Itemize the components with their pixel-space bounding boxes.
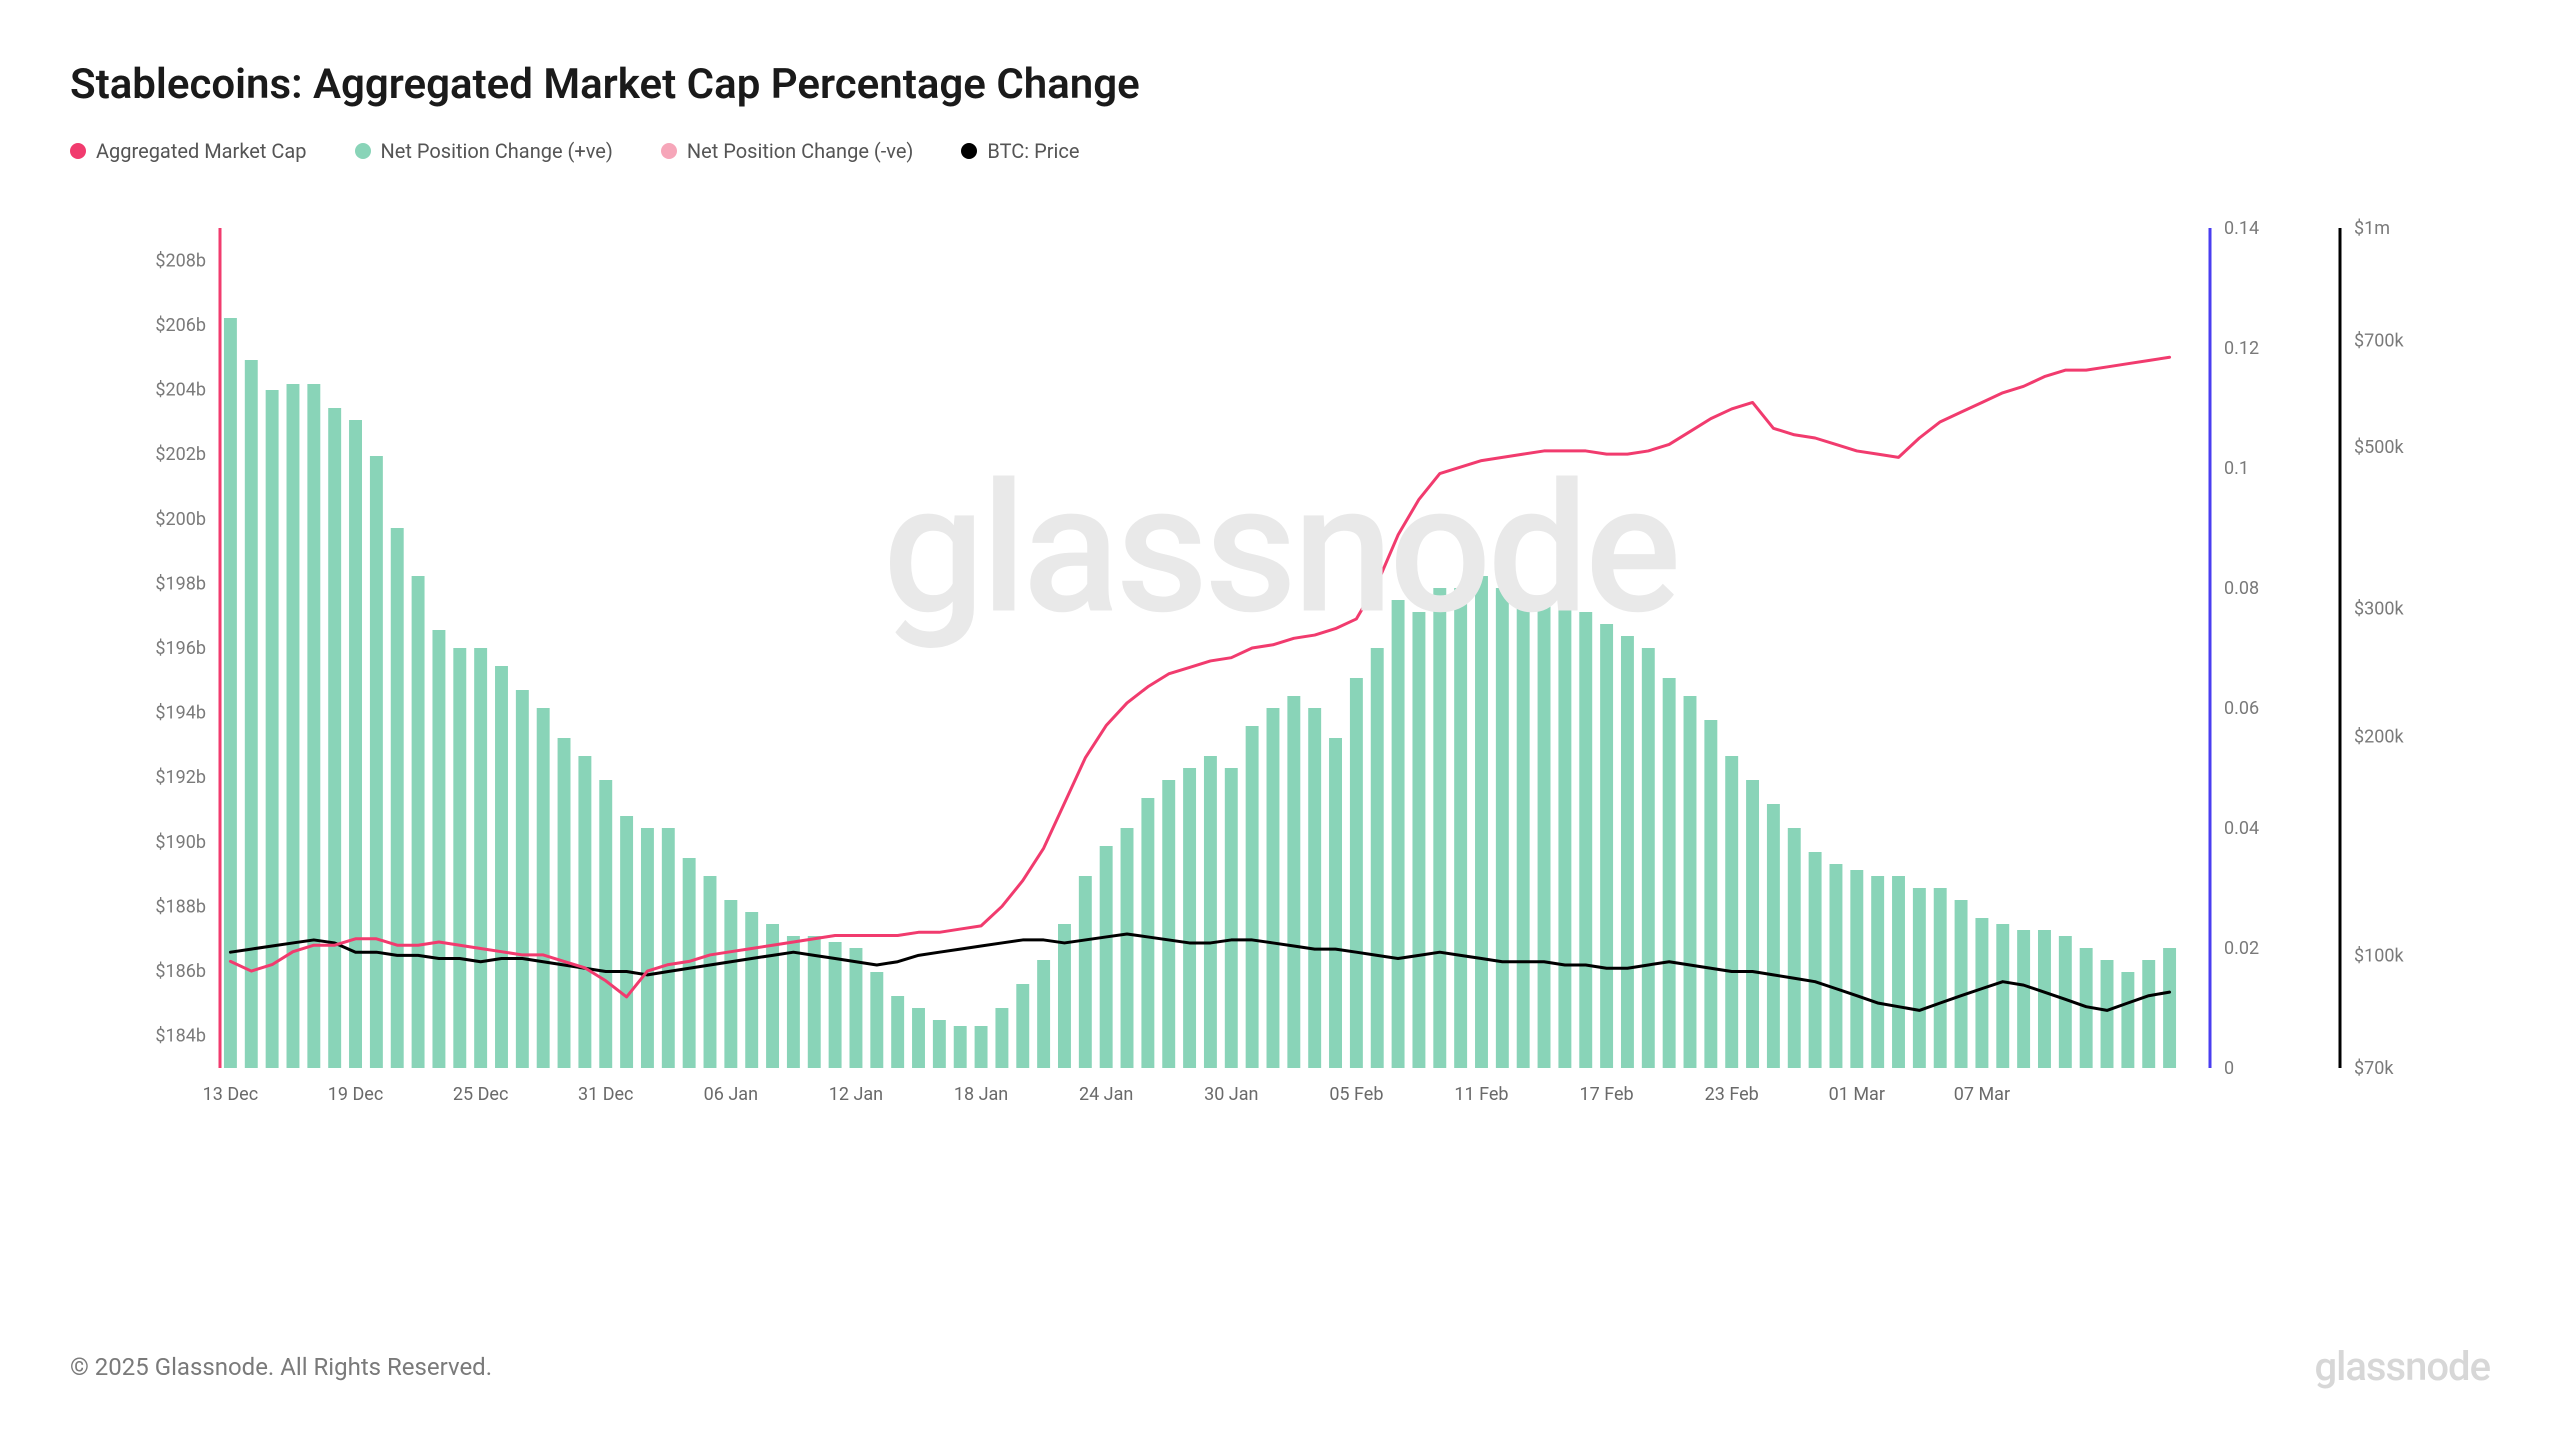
legend-item: Net Position Change (+ve): [355, 139, 613, 163]
legend-dot: [70, 143, 86, 159]
legend-label: Net Position Change (-ve): [687, 139, 914, 163]
legend-label: BTC: Price: [987, 139, 1079, 163]
svg-text:12 Jan: 12 Jan: [829, 1084, 883, 1105]
svg-text:06 Jan: 06 Jan: [704, 1084, 758, 1105]
svg-text:$196b: $196b: [155, 638, 206, 659]
svg-text:0.02: 0.02: [2224, 938, 2259, 959]
svg-text:$200b: $200b: [155, 509, 206, 530]
svg-text:11 Feb: 11 Feb: [1454, 1084, 1508, 1105]
legend-dot: [355, 143, 371, 159]
legend-item: Net Position Change (-ve): [661, 139, 914, 163]
chart-svg: $208b $206b $204b $202b $200b $198b $196b $194b…: [70, 203, 2490, 1163]
svg-text:01 Mar: 01 Mar: [1829, 1084, 1885, 1105]
legend-dot: [661, 143, 677, 159]
svg-text:$184b: $184b: [155, 1026, 206, 1047]
svg-text:$200k: $200k: [2354, 726, 2404, 747]
svg-text:30 Jan: 30 Jan: [1204, 1084, 1258, 1105]
svg-text:$500k: $500k: [2354, 437, 2404, 458]
svg-text:24 Jan: 24 Jan: [1079, 1084, 1133, 1105]
svg-text:$190b: $190b: [155, 832, 206, 853]
copyright-text: © 2025 Glassnode. All Rights Reserved.: [70, 1353, 492, 1381]
legend-label: Net Position Change (+ve): [381, 139, 613, 163]
svg-text:17 Feb: 17 Feb: [1580, 1084, 1634, 1105]
svg-text:$300k: $300k: [2354, 598, 2404, 619]
svg-text:23 Feb: 23 Feb: [1705, 1084, 1759, 1105]
svg-text:25 Dec: 25 Dec: [453, 1084, 508, 1105]
svg-text:18 Jan: 18 Jan: [954, 1084, 1008, 1105]
svg-text:$700k: $700k: [2354, 331, 2404, 352]
svg-text:13 Dec: 13 Dec: [203, 1084, 258, 1105]
brand-logo: glassnode: [2314, 1343, 2490, 1390]
svg-text:$204b: $204b: [155, 380, 206, 401]
svg-text:0.14: 0.14: [2224, 218, 2259, 239]
svg-text:0.12: 0.12: [2224, 338, 2259, 359]
legend-dot: [961, 143, 977, 159]
svg-text:31 Dec: 31 Dec: [578, 1084, 633, 1105]
svg-text:0.04: 0.04: [2224, 818, 2259, 839]
svg-text:$198b: $198b: [155, 573, 206, 594]
svg-text:$70k: $70k: [2354, 1058, 2394, 1079]
svg-text:$1m: $1m: [2354, 218, 2390, 239]
svg-text:0.1: 0.1: [2224, 458, 2249, 479]
chart-area: glassnode $208b$206b$204b$202b$200b$198b…: [70, 203, 2490, 1163]
chart-title: Stablecoins: Aggregated Market Cap Perce…: [70, 60, 2490, 109]
svg-text:05 Feb: 05 Feb: [1329, 1084, 1383, 1105]
svg-text:$194b: $194b: [155, 703, 206, 724]
svg-text:$100k: $100k: [2354, 945, 2404, 966]
svg-text:$202b: $202b: [155, 444, 206, 465]
legend-item: Aggregated Market Cap: [70, 139, 307, 163]
svg-text:$206b: $206b: [155, 315, 206, 336]
svg-text:0.08: 0.08: [2224, 578, 2259, 599]
svg-text:$192b: $192b: [155, 767, 206, 788]
legend-item: BTC: Price: [961, 139, 1079, 163]
svg-text:$186b: $186b: [155, 961, 206, 982]
svg-text:0: 0: [2224, 1058, 2234, 1079]
svg-text:07 Mar: 07 Mar: [1954, 1084, 2010, 1105]
footer: © 2025 Glassnode. All Rights Reserved. g…: [70, 1343, 2490, 1390]
svg-text:$208b: $208b: [155, 250, 206, 271]
svg-text:19 Dec: 19 Dec: [328, 1084, 383, 1105]
legend: Aggregated Market Cap Net Position Chang…: [70, 139, 2490, 163]
legend-label: Aggregated Market Cap: [96, 139, 307, 163]
svg-text:$188b: $188b: [155, 896, 206, 917]
svg-text:0.06: 0.06: [2224, 698, 2259, 719]
